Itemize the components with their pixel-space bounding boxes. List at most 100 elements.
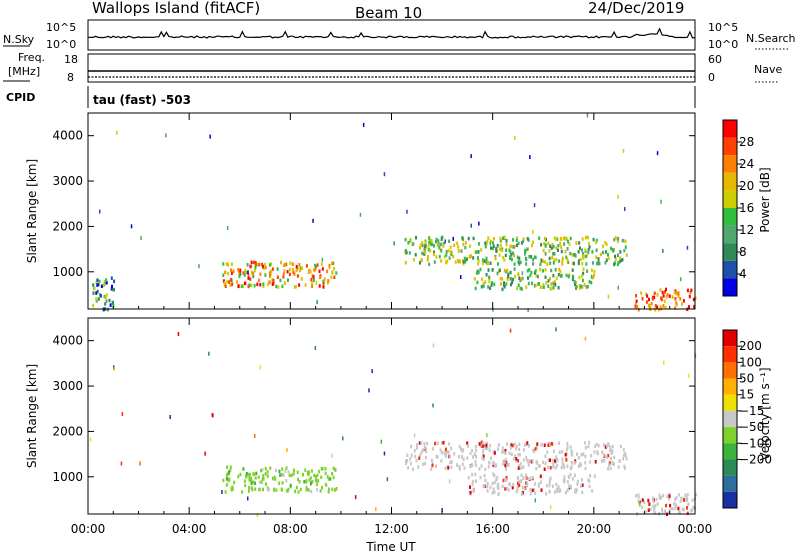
echo-cell (467, 236, 470, 241)
echo-cell (622, 457, 625, 461)
colorbar-segment (723, 243, 737, 261)
echo-cell (237, 474, 240, 479)
echo-cell (635, 294, 638, 298)
echo-cell (619, 258, 622, 263)
echo-cell (555, 276, 558, 281)
echo-cell (423, 461, 426, 466)
echo-cell (486, 239, 489, 244)
echo-cell (516, 286, 518, 291)
echo-cell (555, 482, 558, 487)
echo-cell (590, 280, 593, 285)
echo-cell (618, 459, 621, 463)
echo-cell (431, 242, 434, 247)
echo-cell (493, 237, 495, 241)
echo-cell (287, 278, 289, 282)
echo-cell (105, 278, 108, 282)
echo-cell (581, 483, 584, 487)
echo-cell (326, 269, 329, 274)
echo-cell (504, 457, 507, 462)
echo-cell (258, 262, 261, 267)
colorbar-tick-label: −15 (739, 404, 764, 418)
echo-cell (444, 453, 447, 457)
echo-cell (472, 455, 474, 459)
echo-cell (484, 280, 487, 284)
echo-cell (301, 266, 304, 271)
echo-cell (285, 489, 288, 493)
echo-cell (539, 474, 542, 479)
echo-cell (546, 450, 549, 454)
echo-cell (653, 509, 656, 513)
echo-cell (606, 444, 608, 448)
echo-cell (421, 448, 424, 452)
echo-cell (520, 479, 523, 483)
freq-unit: [MHz] (8, 65, 40, 78)
echo-cell (447, 466, 450, 470)
echo-cell (549, 277, 552, 281)
echo-cell (316, 473, 319, 478)
echo-cell (456, 241, 459, 246)
echo-cell (474, 463, 477, 467)
echo-cell (591, 250, 594, 254)
echo-cell (509, 254, 512, 259)
echo-cell (593, 273, 595, 278)
echo-cell (663, 360, 665, 365)
echo-cell (554, 283, 557, 287)
echo-cell (314, 267, 317, 272)
echo-cell (557, 244, 560, 248)
echo-cell (422, 448, 425, 452)
echo-cell (584, 336, 587, 341)
echo-cell (414, 454, 417, 459)
echo-cell (438, 254, 441, 259)
echo-cell (479, 443, 482, 448)
echo-cell (526, 458, 529, 463)
echo-cell (533, 488, 535, 492)
echo-cell (445, 249, 448, 254)
echo-cell (472, 256, 475, 260)
echo-cell (443, 255, 446, 259)
echo-cell (315, 280, 317, 285)
echo-cell (484, 245, 487, 249)
echo-cell (237, 284, 240, 289)
echo-cell (537, 282, 540, 286)
echo-cell (482, 454, 485, 458)
echo-cell (566, 442, 569, 446)
echo-cell (291, 262, 294, 266)
echo-cell (596, 450, 599, 454)
echo-cell (442, 440, 445, 445)
echo-cell (415, 458, 418, 463)
echo-cell (690, 509, 693, 513)
echo-cell (482, 281, 485, 286)
echo-cell (512, 251, 515, 255)
echo-cell (204, 451, 206, 456)
echo-cell (266, 474, 269, 478)
echo-cell (609, 445, 612, 450)
echo-cell (484, 478, 487, 483)
echo-cell (580, 453, 583, 457)
echo-cell (552, 286, 555, 290)
echo-cell (524, 443, 526, 447)
x-tick-label: 08:00 (273, 522, 308, 536)
echo-cell (561, 262, 564, 266)
echo-cell (266, 282, 269, 287)
echo-cell (502, 462, 505, 466)
echo-cell (299, 268, 302, 273)
echo-cell (486, 446, 489, 450)
echo-cell (424, 242, 427, 247)
echo-cell (589, 460, 592, 464)
echo-cell (328, 263, 331, 268)
echo-cell (294, 489, 297, 494)
echo-cell (95, 299, 98, 303)
echo-cell (254, 434, 256, 438)
velocity-ylabel: Slant Range [km] (25, 364, 39, 468)
echo-cell (623, 464, 626, 469)
echo-cell (460, 275, 462, 279)
echo-cell (508, 451, 511, 455)
echo-cell (97, 282, 100, 287)
echo-cell (504, 463, 507, 468)
echo-cell (256, 282, 259, 287)
echo-cell (560, 249, 563, 254)
echo-cell (449, 250, 452, 254)
echo-cell (547, 458, 550, 462)
echo-cell (445, 253, 448, 257)
echo-cell (584, 466, 587, 471)
